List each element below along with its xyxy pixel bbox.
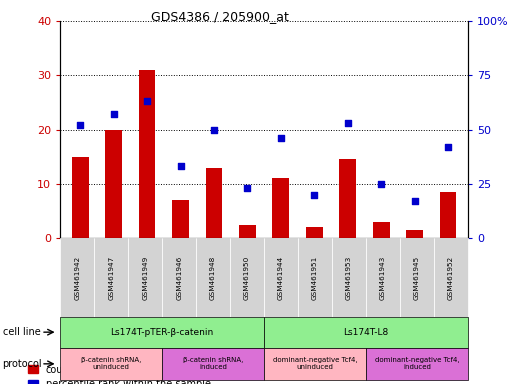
Point (143, 98, 151, 104)
Text: GSM461952: GSM461952 (448, 255, 454, 300)
Point (310, 192, 319, 198)
Point (444, 144, 452, 150)
Text: GSM461950: GSM461950 (244, 255, 250, 300)
Point (76, 122, 84, 128)
Text: GSM461945: GSM461945 (414, 255, 420, 300)
Text: GSM461947: GSM461947 (108, 255, 114, 300)
Text: GSM461946: GSM461946 (176, 255, 182, 300)
Text: β-catenin shRNA,
uninduced: β-catenin shRNA, uninduced (81, 358, 141, 370)
Text: dominant-negative Tcf4,
induced: dominant-negative Tcf4, induced (375, 358, 459, 370)
Text: Ls174T-L8: Ls174T-L8 (344, 328, 389, 337)
Point (277, 135, 285, 141)
Text: GDS4386 / 205900_at: GDS4386 / 205900_at (151, 10, 289, 23)
Bar (272, 179, 289, 238)
Text: GSM461942: GSM461942 (74, 255, 80, 300)
Text: GSM461943: GSM461943 (380, 255, 386, 300)
Bar (139, 70, 155, 238)
Point (243, 185, 252, 191)
Bar (72, 157, 88, 238)
Text: GSM461948: GSM461948 (210, 255, 216, 300)
Text: GSM461944: GSM461944 (278, 255, 284, 300)
Point (344, 120, 352, 126)
Point (210, 126, 218, 132)
Bar (206, 167, 222, 238)
Bar (105, 130, 122, 238)
Bar (406, 230, 423, 238)
Text: GSM461949: GSM461949 (142, 255, 148, 300)
Point (176, 164, 185, 170)
Bar (306, 227, 323, 238)
Bar (440, 192, 457, 238)
Point (411, 198, 419, 204)
Text: protocol: protocol (3, 359, 42, 369)
Text: β-catenin shRNA,
induced: β-catenin shRNA, induced (183, 358, 243, 370)
Bar (239, 225, 256, 238)
Point (377, 181, 385, 187)
Bar (373, 222, 390, 238)
Text: cell line: cell line (3, 327, 40, 337)
Legend: count, percentile rank within the sample: count, percentile rank within the sample (28, 364, 211, 384)
Bar (172, 200, 189, 238)
Text: dominant-negative Tcf4,
uninduced: dominant-negative Tcf4, uninduced (273, 358, 357, 370)
Text: GSM461951: GSM461951 (312, 255, 318, 300)
Bar (339, 159, 356, 238)
Text: GSM461953: GSM461953 (346, 255, 352, 300)
Point (109, 111, 118, 118)
Text: Ls174T-pTER-β-catenin: Ls174T-pTER-β-catenin (110, 328, 214, 337)
